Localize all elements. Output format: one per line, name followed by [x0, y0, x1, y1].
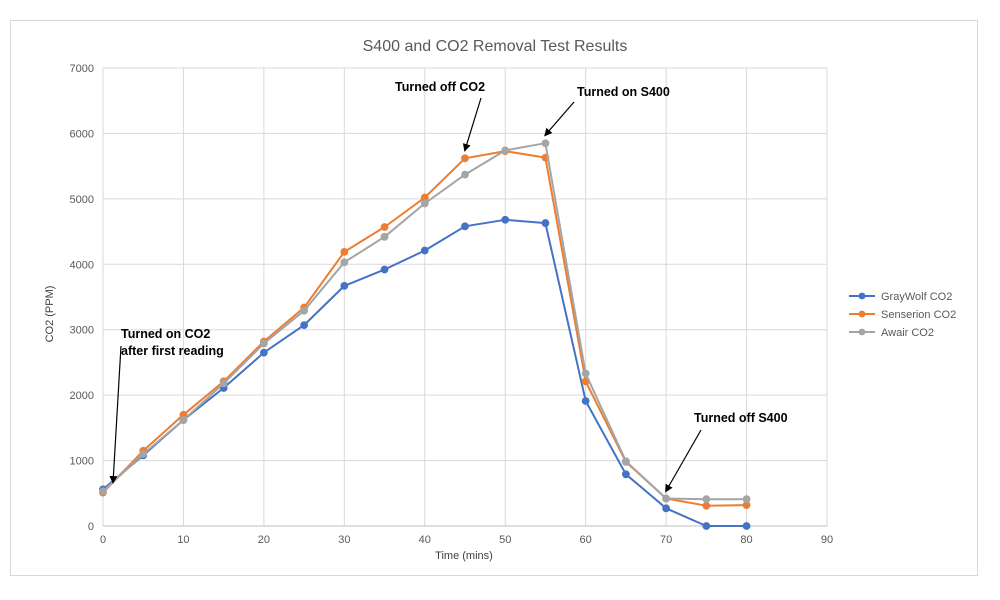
data-point — [702, 495, 711, 504]
data-point — [380, 223, 389, 231]
y-tick-label: 1000 — [70, 456, 94, 468]
x-tick-label: 30 — [338, 534, 350, 546]
x-tick-label: 80 — [740, 534, 752, 546]
data-point — [501, 215, 510, 224]
data-point — [461, 154, 469, 163]
data-point — [662, 494, 671, 503]
data-point — [742, 495, 751, 504]
data-point — [340, 281, 349, 290]
annotation-arrow — [462, 97, 482, 152]
legend-item: Awair CO2 — [849, 327, 934, 339]
y-tick-label: 4000 — [70, 259, 94, 271]
data-point — [702, 501, 711, 510]
x-tick-label: 10 — [177, 534, 189, 546]
series-awair-co2 — [99, 139, 751, 504]
annotation-text: Turned off S400 — [694, 411, 788, 425]
data-point — [662, 504, 671, 513]
data-point — [99, 487, 107, 496]
data-point — [259, 339, 268, 348]
data-point — [259, 348, 268, 357]
chart-frame: S400 and CO2 Removal Test Results 0 1000 2… — [10, 20, 978, 576]
data-point — [541, 219, 550, 227]
chart-title: S400 and CO2 Removal Test Results — [363, 38, 628, 55]
x-tick-label: 40 — [419, 534, 431, 546]
legend: GrayWolf CO2 Senserion CO2 Awair CO2 — [849, 291, 956, 339]
axes: 0 1000 2000 3000 4000 5000 6000 7000 0 10 20 30 40 50… — [70, 63, 834, 546]
annotation: Turned off CO2 — [395, 80, 485, 152]
data-point — [380, 232, 389, 241]
data-point — [501, 146, 510, 155]
x-tick-label: 0 — [100, 534, 106, 546]
x-tick-label: 50 — [499, 534, 511, 546]
legend-label: Senserion CO2 — [881, 309, 956, 321]
data-point — [340, 258, 349, 267]
data-point — [219, 379, 228, 388]
y-tick-label: 2000 — [70, 390, 94, 402]
legend-marker — [858, 292, 866, 300]
legend-marker — [858, 310, 866, 318]
x-tick-label: 70 — [660, 534, 672, 546]
grid — [102, 67, 828, 527]
legend-item: GrayWolf CO2 — [849, 291, 952, 303]
x-tick-label: 20 — [258, 534, 270, 546]
x-tick-label: 60 — [580, 534, 592, 546]
data-point — [742, 522, 751, 530]
annotation-arrow — [544, 101, 575, 137]
data-point — [340, 247, 349, 256]
data-point — [300, 321, 309, 330]
x-tick-label: 90 — [821, 534, 833, 546]
data-point — [300, 306, 309, 315]
data-point — [621, 470, 630, 479]
data-point — [461, 170, 469, 179]
annotation-text: after first reading — [121, 344, 224, 358]
annotation-text: Turned off CO2 — [395, 80, 485, 94]
annotation-text: Turned on CO2 — [121, 327, 210, 341]
legend-label: Awair CO2 — [881, 327, 934, 339]
legend-item: Senserion CO2 — [849, 309, 956, 321]
y-tick-label: 6000 — [70, 128, 94, 140]
data-point — [541, 139, 550, 148]
data-point — [581, 397, 590, 405]
x-axis-title: Time (mins) — [435, 550, 493, 562]
annotation: Turned on CO2 after first reading — [109, 327, 224, 485]
y-tick-label: 5000 — [70, 194, 94, 206]
y-axis-title: CO2 (PPM) — [44, 286, 56, 343]
legend-marker — [858, 328, 866, 336]
series-layer — [99, 139, 751, 530]
annotation: Turned off S400 — [665, 411, 788, 493]
data-point — [139, 450, 148, 458]
data-point — [621, 457, 630, 466]
annotation-arrow — [665, 429, 702, 493]
y-tick-label: 0 — [88, 521, 94, 533]
chart-svg: S400 and CO2 Removal Test Results 0 1000 2… — [44, 38, 956, 562]
data-point — [581, 369, 590, 378]
annotation-text: Turned on S400 — [577, 85, 670, 99]
data-point — [702, 522, 711, 530]
data-point — [420, 199, 429, 208]
y-tick-label: 7000 — [70, 63, 94, 75]
data-point — [179, 416, 188, 424]
legend-label: GrayWolf CO2 — [881, 291, 952, 303]
data-point — [461, 222, 469, 231]
data-point — [420, 246, 429, 255]
y-tick-label: 3000 — [70, 325, 94, 337]
annotation-arrow — [109, 345, 122, 485]
annotation: Turned on S400 — [544, 85, 670, 137]
data-point — [380, 265, 389, 274]
